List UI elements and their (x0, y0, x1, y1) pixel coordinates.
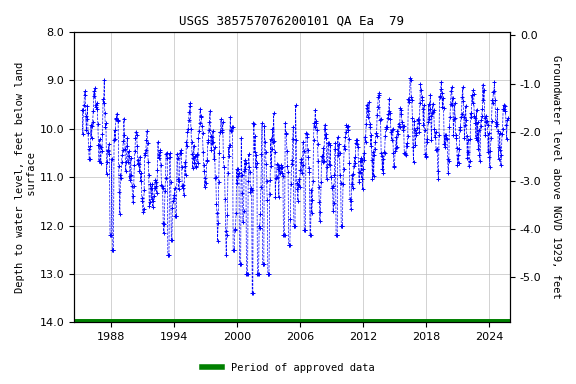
Legend: Period of approved data: Period of approved data (198, 359, 378, 377)
Title: USGS 385757076200101 QA Ea  79: USGS 385757076200101 QA Ea 79 (180, 15, 404, 28)
Y-axis label: Depth to water level, feet below land
 surface: Depth to water level, feet below land su… (15, 61, 37, 293)
Y-axis label: Groundwater level above NGVD 1929, feet: Groundwater level above NGVD 1929, feet (551, 55, 561, 299)
